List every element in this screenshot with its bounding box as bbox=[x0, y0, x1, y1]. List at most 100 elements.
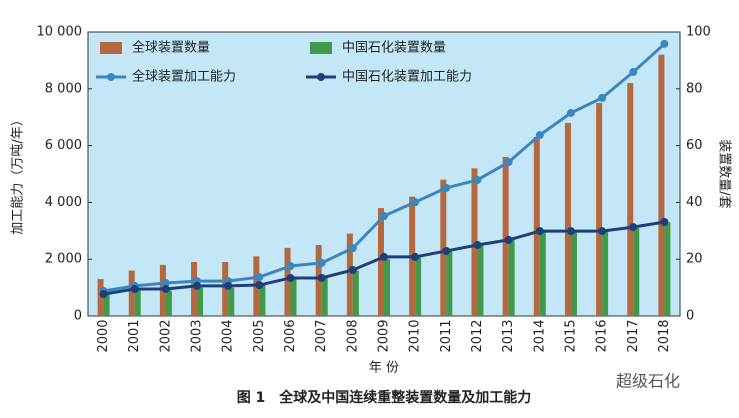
point bbox=[442, 183, 451, 192]
y2-tick-label: 60 bbox=[686, 138, 703, 153]
point bbox=[660, 39, 669, 48]
point bbox=[598, 227, 607, 236]
bar bbox=[197, 287, 204, 316]
x-tick-label: 2007 bbox=[314, 319, 329, 352]
bar bbox=[346, 233, 353, 316]
point bbox=[99, 290, 108, 299]
point bbox=[286, 262, 295, 271]
x-tick-label: 2015 bbox=[563, 319, 578, 352]
bar bbox=[228, 287, 235, 316]
legend-marker bbox=[107, 73, 115, 81]
legend-label: 全球装置数量 bbox=[132, 40, 210, 56]
bar bbox=[165, 290, 172, 316]
legend-label: 中国石化装置数量 bbox=[342, 41, 446, 56]
bar bbox=[664, 222, 671, 316]
bar bbox=[97, 279, 104, 316]
point bbox=[380, 212, 388, 221]
legend-swatch bbox=[310, 42, 332, 54]
x-tick-label: 2013 bbox=[501, 319, 516, 352]
bar bbox=[508, 239, 515, 316]
bar bbox=[222, 262, 229, 316]
point bbox=[224, 281, 233, 290]
bar bbox=[471, 168, 478, 316]
bar bbox=[564, 122, 571, 316]
point bbox=[566, 108, 575, 117]
y2-axis-title: 装置数量/套 bbox=[717, 139, 733, 208]
point bbox=[255, 281, 264, 290]
legend-swatch bbox=[100, 42, 122, 54]
x-tick-label: 2012 bbox=[470, 319, 485, 352]
bar bbox=[191, 262, 198, 316]
bar bbox=[415, 256, 422, 316]
x-tick-label: 2004 bbox=[221, 319, 236, 352]
x-tick-label: 2016 bbox=[595, 319, 610, 352]
x-tick-label: 2009 bbox=[377, 319, 392, 352]
bar bbox=[259, 284, 266, 316]
bar bbox=[128, 270, 135, 316]
point bbox=[348, 265, 357, 274]
point bbox=[130, 285, 139, 294]
bar bbox=[627, 83, 634, 317]
point bbox=[317, 258, 326, 267]
point bbox=[473, 175, 482, 184]
x-tick-label: 2017 bbox=[626, 319, 641, 352]
bar bbox=[477, 245, 484, 316]
point bbox=[629, 68, 638, 77]
y-tick-label: 10 000 bbox=[37, 25, 83, 40]
point bbox=[255, 273, 264, 282]
point bbox=[411, 252, 420, 261]
y2-tick-label: 80 bbox=[686, 81, 703, 96]
x-tick-label: 2003 bbox=[190, 319, 205, 352]
bar bbox=[384, 259, 390, 316]
point bbox=[286, 273, 295, 282]
point bbox=[566, 227, 575, 236]
point bbox=[193, 281, 202, 290]
bar bbox=[533, 137, 540, 316]
bar bbox=[602, 230, 609, 316]
y-tick-label: 0 bbox=[74, 309, 82, 324]
bar bbox=[378, 208, 384, 316]
y2-tick-label: 20 bbox=[686, 252, 703, 267]
y2-tick-label: 0 bbox=[686, 309, 694, 324]
x-tick-label: 2002 bbox=[158, 319, 173, 352]
point bbox=[161, 279, 170, 288]
x-tick-label: 2005 bbox=[252, 319, 267, 352]
bar bbox=[284, 247, 291, 316]
y2-tick-label: 100 bbox=[686, 25, 711, 40]
bar bbox=[658, 54, 665, 316]
bar bbox=[321, 276, 328, 316]
x-tick-label: 2010 bbox=[408, 319, 423, 352]
point bbox=[348, 244, 357, 253]
point bbox=[411, 198, 420, 207]
legend-label: 中国石化装置加工能力 bbox=[342, 70, 472, 85]
y-tick-label: 6 000 bbox=[45, 138, 82, 153]
y-tick-label: 2 000 bbox=[45, 252, 82, 267]
y-tick-label: 8 000 bbox=[45, 81, 82, 96]
x-axis-title: 年 份 bbox=[369, 361, 399, 376]
x-tick-label: 2001 bbox=[127, 319, 142, 352]
bar bbox=[633, 227, 640, 316]
bar bbox=[352, 270, 359, 316]
point bbox=[317, 273, 326, 282]
bar bbox=[570, 230, 577, 316]
point bbox=[535, 227, 544, 236]
point bbox=[473, 241, 482, 249]
y-tick-label: 4 000 bbox=[45, 195, 82, 210]
point bbox=[535, 131, 544, 140]
x-tick-label: 2000 bbox=[96, 319, 111, 352]
bar bbox=[596, 103, 603, 316]
bar bbox=[134, 290, 141, 316]
point bbox=[504, 235, 513, 244]
watermark: 超级石化 bbox=[616, 372, 680, 391]
point bbox=[161, 285, 170, 294]
x-tick-label: 2008 bbox=[345, 319, 360, 352]
point bbox=[629, 223, 638, 232]
point bbox=[598, 93, 607, 102]
legend-marker bbox=[317, 73, 325, 81]
point bbox=[504, 158, 513, 167]
bar bbox=[440, 179, 447, 316]
x-tick-label: 2018 bbox=[657, 319, 672, 352]
bar bbox=[446, 250, 453, 316]
bar bbox=[539, 230, 546, 316]
